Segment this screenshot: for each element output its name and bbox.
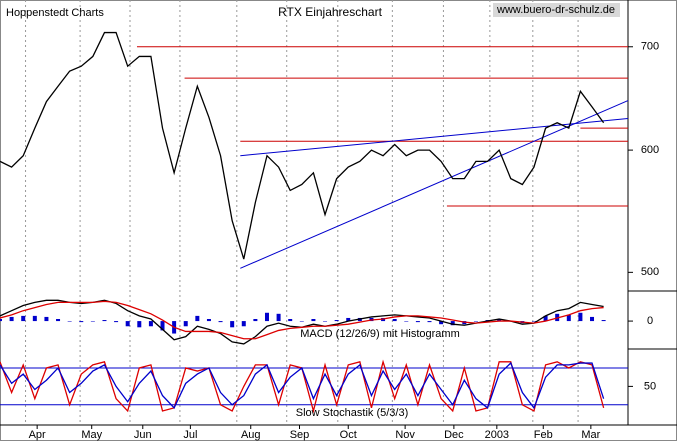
macd-line <box>0 300 604 340</box>
y-tick-label: 500 <box>641 266 659 278</box>
trend-line <box>240 117 629 157</box>
x-tick-label: Nov <box>395 429 415 441</box>
histogram-bar <box>601 320 606 322</box>
source-label: Hoppenstedt Charts <box>6 7 104 19</box>
histogram-bar <box>346 317 351 322</box>
x-tick-label: Feb <box>534 429 553 441</box>
histogram-bar <box>392 319 397 322</box>
histogram-bar <box>125 321 130 327</box>
histogram-bar <box>531 321 536 322</box>
x-tick-label: Oct <box>340 429 357 441</box>
x-tick-label: Apr <box>29 429 46 441</box>
y-tick-label: 600 <box>641 144 659 156</box>
histogram-bar <box>206 319 211 322</box>
chart-title: RTX Einjahreschart <box>278 5 382 19</box>
x-tick-label: 2003 <box>485 429 509 441</box>
histogram-bar <box>218 321 223 323</box>
x-tick-label: Jul <box>183 429 197 441</box>
histogram-bar <box>323 321 328 322</box>
histogram-bar <box>137 321 142 328</box>
histogram-bar <box>241 321 246 327</box>
histogram-bar <box>415 321 420 323</box>
histogram-bar <box>44 316 49 322</box>
x-tick-label: May <box>81 429 102 441</box>
histogram-bar <box>473 321 478 322</box>
trend-line <box>240 100 629 269</box>
histogram-bar <box>183 321 188 327</box>
y-tick-label: 0 <box>647 315 653 327</box>
histogram-bar <box>439 321 444 325</box>
histogram-bar <box>590 316 595 322</box>
histogram-bar <box>195 315 200 322</box>
x-tick-label: Aug <box>241 429 261 441</box>
histogram-bar <box>427 321 432 323</box>
histogram-bar <box>160 321 165 331</box>
url-box <box>493 3 620 17</box>
histogram-bar <box>230 321 235 328</box>
histogram-bar <box>0 319 2 322</box>
histogram-bar <box>148 321 153 327</box>
histogram-bar <box>102 320 107 322</box>
y-tick-label: 700 <box>641 41 659 53</box>
histogram-bar <box>450 321 455 326</box>
histogram-bar <box>566 314 571 322</box>
histogram-bar <box>497 319 502 322</box>
histogram-bar <box>288 319 293 322</box>
histogram-bar <box>264 312 269 322</box>
histogram-bar <box>67 321 72 322</box>
histogram-bar <box>311 319 316 322</box>
histogram-bar <box>253 319 258 322</box>
x-tick-label: Sep <box>290 429 310 441</box>
y-tick-label: 50 <box>644 380 656 392</box>
histogram-bar <box>334 320 339 322</box>
stoch-line <box>0 361 605 410</box>
histogram-bar <box>404 321 409 322</box>
macd-title: MACD (12/26/9) mit Histogramm <box>300 328 460 340</box>
x-tick-label: Dec <box>444 429 464 441</box>
histogram-bar <box>79 321 84 323</box>
histogram-bar <box>543 315 548 322</box>
histogram-bar <box>9 316 14 322</box>
histogram-bar <box>21 315 26 322</box>
histogram-bar <box>114 321 119 323</box>
histogram-bar <box>299 321 304 322</box>
histogram-bar <box>32 315 37 322</box>
x-tick-label: Jun <box>134 429 152 441</box>
histogram-bar <box>578 312 583 322</box>
url-label: www.buero-dr-schulz.de <box>496 4 615 16</box>
histogram-bar <box>90 321 95 322</box>
histogram-bar <box>276 313 281 322</box>
histogram-bar <box>56 319 61 322</box>
x-tick-label: Mar <box>581 429 600 441</box>
price-line <box>0 31 605 260</box>
stoch-title: Slow Stochastik (5/3/3) <box>296 407 409 419</box>
